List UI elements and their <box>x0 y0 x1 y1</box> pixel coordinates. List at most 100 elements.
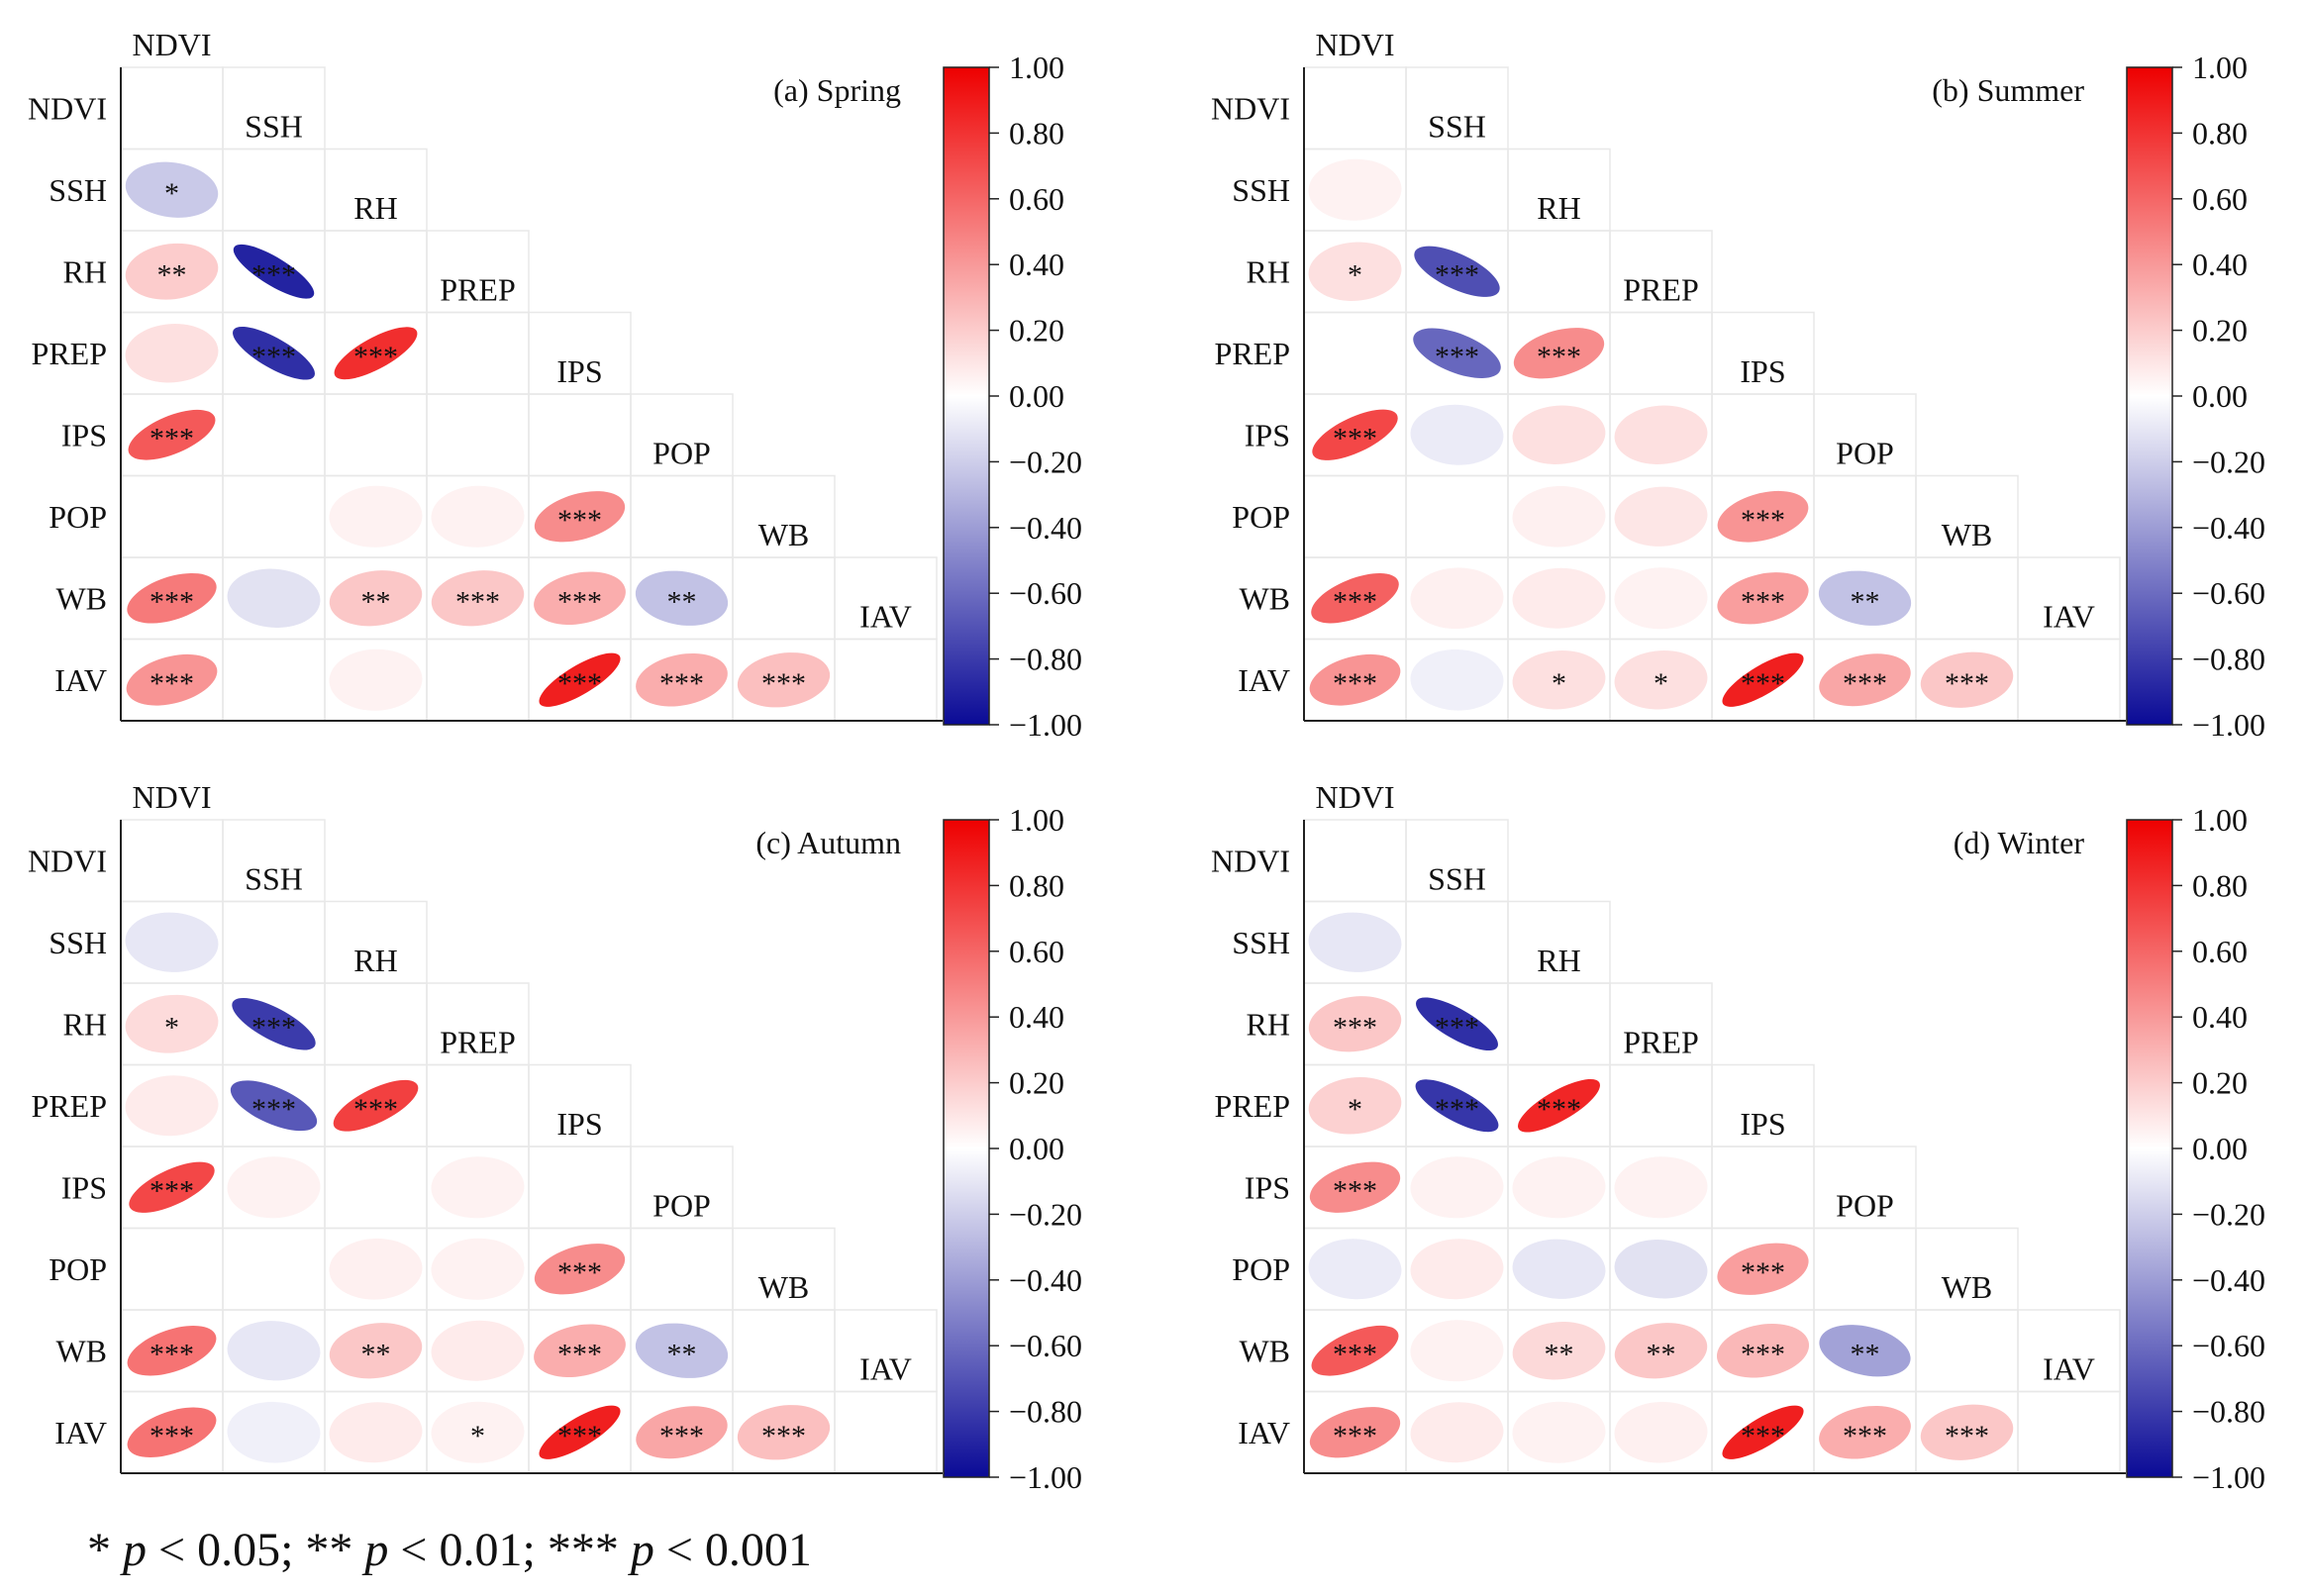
correlation-ellipse <box>1717 1243 1809 1295</box>
colorbar <box>944 67 989 725</box>
significance-stars: * <box>164 177 179 210</box>
grid-cell <box>426 393 530 477</box>
significance-stars: *** <box>1741 667 1785 700</box>
correlation-ellipse <box>1717 490 1809 543</box>
column-label: POP <box>1836 436 1894 471</box>
correlation-ellipse <box>125 912 219 972</box>
colorbar-tick-label: −0.80 <box>1009 1394 1082 1430</box>
colorbar-tick-label: 1.00 <box>1009 50 1064 85</box>
correlation-ellipse <box>128 409 216 460</box>
correlation-ellipse <box>1920 1404 2014 1460</box>
significance-stars: *** <box>150 1420 194 1452</box>
correlation-panel: NDVI SSH RH PREP IPS POP WB IAV NDVI SSH RH PREP IPS… <box>28 779 1082 1495</box>
column-label: NDVI <box>133 27 212 62</box>
correlation-ellipse <box>635 1323 729 1378</box>
correlation-ellipse <box>534 571 626 626</box>
significance-stars: *** <box>1435 1093 1479 1126</box>
column-label: WB <box>1942 1269 1993 1305</box>
correlation-ellipse <box>1614 405 1708 464</box>
correlation-ellipse <box>333 1079 419 1132</box>
significance-stars: *** <box>353 1093 398 1126</box>
correlation-ellipse <box>1410 1320 1504 1382</box>
grid-cell <box>222 1227 326 1311</box>
correlation-ellipse <box>1614 486 1708 547</box>
correlation-ellipse <box>1512 405 1606 464</box>
correlation-ellipse <box>233 326 315 380</box>
correlation-ellipse <box>1308 996 1402 1052</box>
colorbar-tick-label: 0.20 <box>2192 1065 2248 1101</box>
correlation-ellipse <box>737 1405 831 1460</box>
row-label: IAV <box>1238 662 1290 698</box>
correlation-ellipse <box>1717 572 1809 625</box>
correlation-ellipse <box>1513 328 1605 379</box>
significance-stars: * <box>1654 667 1668 700</box>
significance-stars: *** <box>1843 667 1887 700</box>
correlation-ellipse <box>1614 567 1708 630</box>
correlation-ellipse <box>1410 1402 1504 1463</box>
correlation-ellipse <box>329 1402 423 1463</box>
significance-stars: *** <box>353 341 398 373</box>
colorbar-tick-label: 0.60 <box>2192 934 2248 969</box>
grid-cell <box>1609 311 1713 395</box>
colorbar-tick-label: 1.00 <box>1009 802 1064 838</box>
correlation-ellipse <box>232 997 316 1050</box>
grid-cell <box>426 311 530 395</box>
colorbar-tick-label: −0.60 <box>2192 575 2265 611</box>
grid-cell <box>1711 1146 1815 1230</box>
correlation-ellipse <box>1512 1401 1606 1463</box>
grid-cell <box>1609 1063 1713 1147</box>
significance-stars: *** <box>1741 1420 1785 1452</box>
correlation-ellipse <box>1614 1323 1708 1379</box>
row-label: NDVI <box>1211 843 1290 878</box>
significance-note: * p < 0.05; ** p < 0.01; *** p < 0.001 <box>87 1524 812 1576</box>
grid-cell <box>120 1227 224 1311</box>
row-label: IPS <box>1245 1169 1290 1205</box>
colorbar-tick-label: −1.00 <box>2192 1459 2265 1495</box>
grid-cell <box>1813 1227 1917 1311</box>
correlation-ellipse <box>1518 1078 1600 1133</box>
correlation-ellipse <box>534 1324 626 1378</box>
column-label: IPS <box>1740 1106 1785 1142</box>
correlation-ellipse <box>329 570 423 627</box>
correlation-ellipse <box>329 1323 423 1379</box>
colorbar-tick-label: −0.20 <box>2192 1196 2265 1232</box>
correlation-ellipse <box>1818 570 1912 626</box>
colorbar <box>944 820 989 1477</box>
correlation-panel: NDVI SSH RH PREP IPS POP WB IAV NDVI SSH RH PREP IPS… <box>28 27 1082 743</box>
row-label: WB <box>55 580 107 616</box>
correlation-ellipse <box>1410 648 1504 711</box>
correlation-ellipse <box>1614 1240 1708 1299</box>
grid-cell <box>222 638 326 722</box>
grid-cell <box>222 900 326 984</box>
colorbar-tick-label: −0.80 <box>1009 642 1082 677</box>
correlation-ellipse <box>431 485 525 548</box>
column-label: SSH <box>1428 109 1486 145</box>
colorbar-tick-label: −0.60 <box>1009 1328 1082 1363</box>
row-label: PREP <box>32 336 107 371</box>
significance-stars: *** <box>1537 1093 1581 1126</box>
grid-cell <box>1711 393 1815 477</box>
significance-stars: *** <box>1741 585 1785 618</box>
row-label: WB <box>1239 580 1290 616</box>
correlation-ellipse <box>127 572 217 624</box>
row-label: NDVI <box>28 843 107 878</box>
row-label: POP <box>49 1251 107 1287</box>
row-label: WB <box>1239 1333 1290 1368</box>
significance-stars: ** <box>1851 585 1880 618</box>
colorbar-tick-label: 0.40 <box>2192 999 2248 1035</box>
correlation-ellipse <box>1819 1405 1911 1459</box>
correlation-ellipse <box>227 1401 321 1463</box>
colorbar-tick-label: −0.60 <box>2192 1328 2265 1363</box>
row-label: IAV <box>54 662 107 698</box>
significance-stars: *** <box>251 1093 296 1126</box>
grid-cell <box>324 1146 428 1230</box>
colorbar-tick-label: −0.20 <box>2192 444 2265 479</box>
column-label: NDVI <box>133 779 212 815</box>
correlation-ellipse <box>539 1405 621 1459</box>
column-label: NDVI <box>1316 779 1395 815</box>
correlation-ellipse <box>329 485 423 548</box>
correlation-ellipse <box>1614 650 1708 710</box>
column-label: PREP <box>440 272 515 308</box>
grid-cell <box>528 1146 632 1230</box>
row-label: POP <box>49 499 107 535</box>
